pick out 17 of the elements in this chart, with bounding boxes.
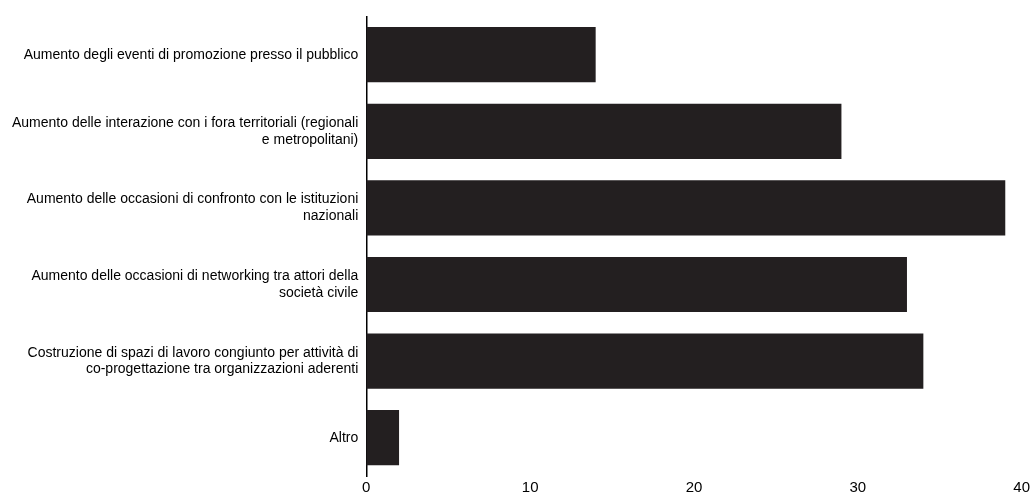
bar <box>366 410 400 466</box>
y-tick-label: Costruzione di spazi di lavoro congiunto per attività di co-progettazione tra organizzazioni aderenti <box>27 343 359 377</box>
y-tick-label: Aumento delle occasioni di networking tra attori della società civile <box>31 266 359 300</box>
x-tick-label: 10 <box>521 478 539 496</box>
bar <box>366 180 1006 236</box>
y-tick-label: Aumento delle occasioni di confronto con le istituzioni nazionali <box>26 190 359 224</box>
y-tick-label: Altro <box>329 428 359 445</box>
bar <box>366 333 924 389</box>
x-tick-label: 40 <box>1013 478 1030 496</box>
y-tick-label: Aumento delle interazione con i fora territoriali (regionali e metropolitani) <box>11 113 359 147</box>
x-tick-label: 20 <box>685 478 703 496</box>
y-tick-label: Aumento degli eventi di promozione presso il pubblico <box>23 45 359 62</box>
bar <box>366 256 907 313</box>
x-tick-label: 0 <box>362 478 371 496</box>
bar <box>366 103 842 159</box>
x-tick-label: 30 <box>849 478 867 496</box>
bar <box>366 27 596 83</box>
